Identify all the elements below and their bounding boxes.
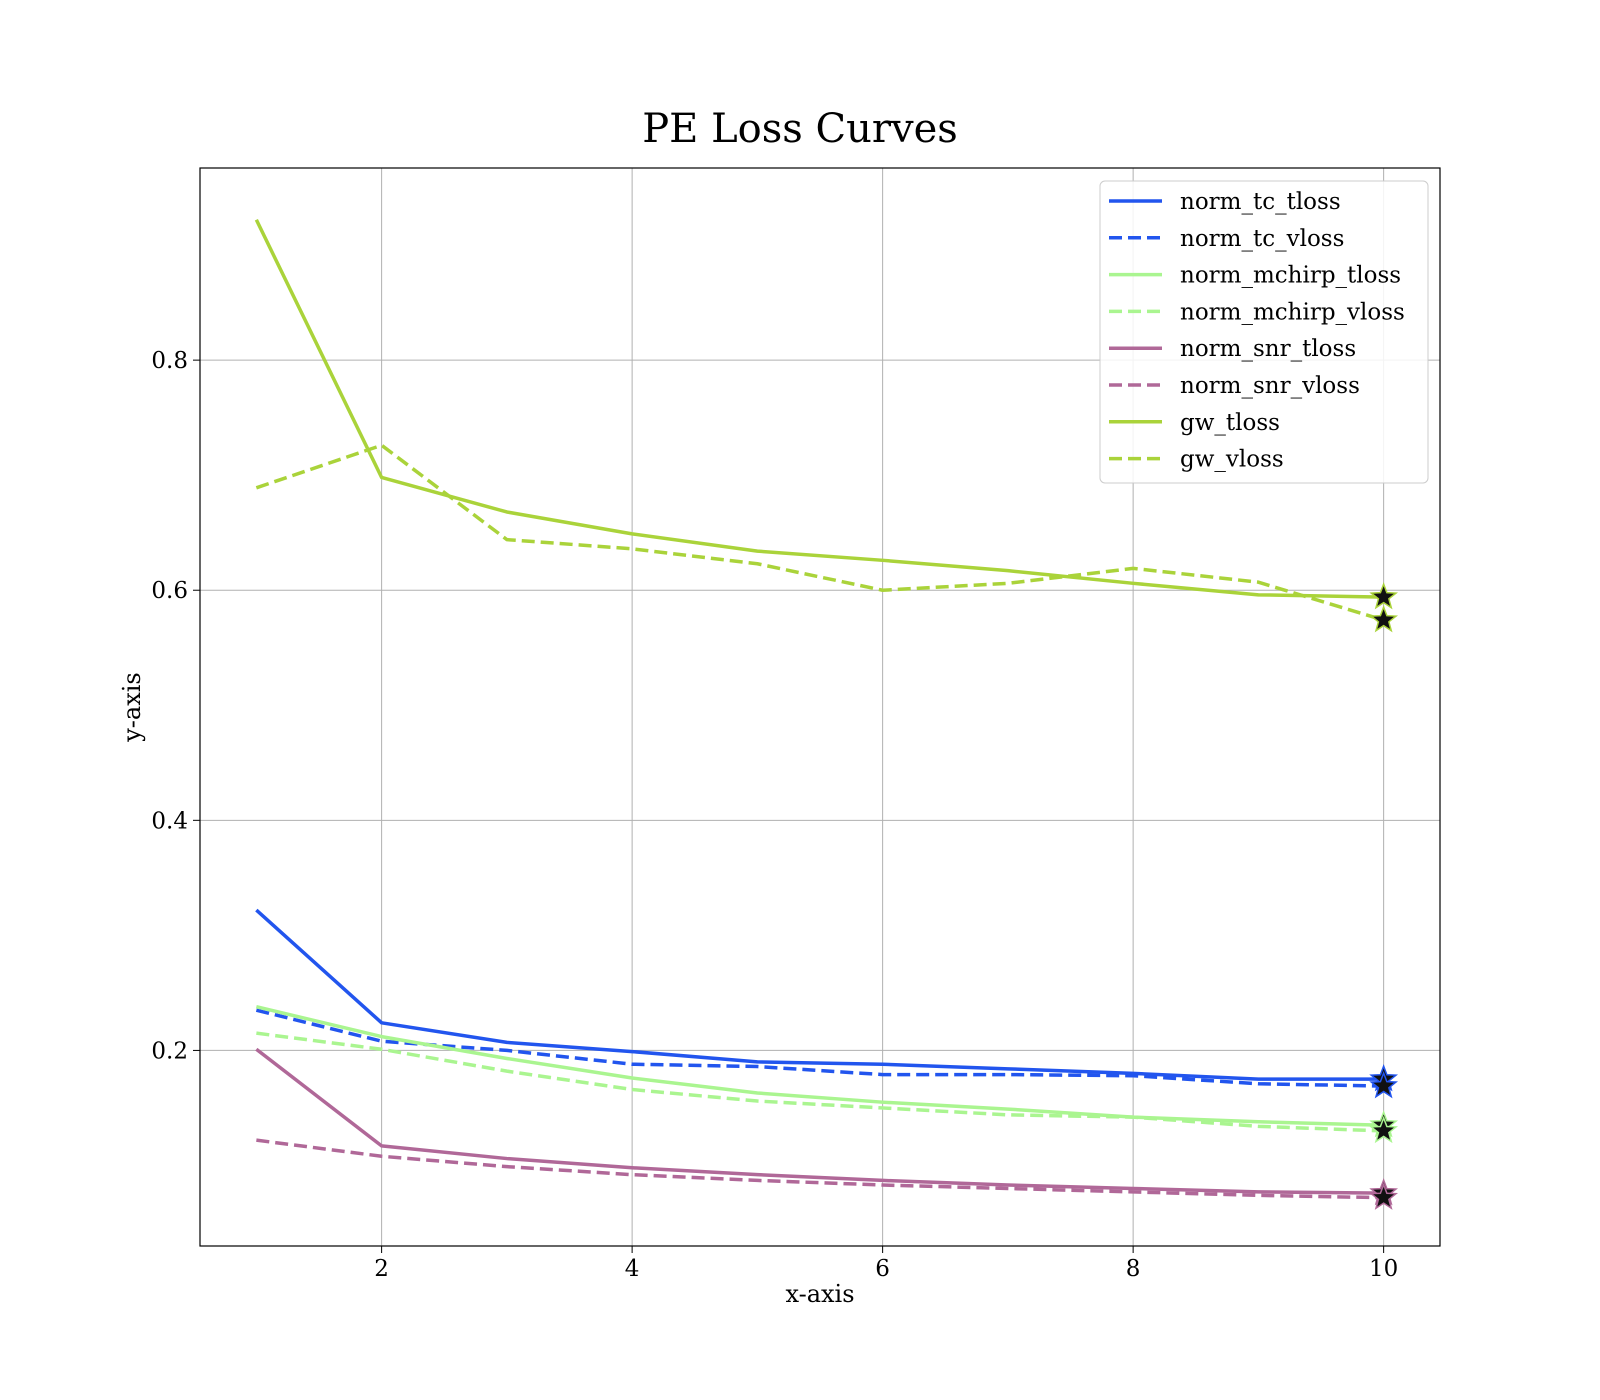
series-lines xyxy=(254,219,1385,1200)
legend-box xyxy=(1099,180,1429,484)
y-ticks: 0.2 0.4 0.6 0.8 xyxy=(151,348,200,1064)
legend-label-norm_mchirp_tloss: norm_mchirp_tloss xyxy=(1180,263,1401,289)
x-tick-label: 6 xyxy=(875,1256,890,1282)
series-line-gw_vloss xyxy=(255,443,1385,622)
x-tick-label: 10 xyxy=(1369,1256,1398,1282)
chart-title: PE Loss Curves xyxy=(642,106,958,152)
series-line-norm_mchirp_tloss xyxy=(255,1004,1384,1127)
x-tick-label: 2 xyxy=(374,1256,389,1282)
legend-label-norm_snr_vloss: norm_snr_vloss xyxy=(1180,373,1360,399)
legend-label-gw_vloss: gw_vloss xyxy=(1180,447,1284,473)
series-line-gw_tloss xyxy=(254,219,1384,599)
star-marker-norm_tc_vloss xyxy=(1369,1070,1399,1099)
legend: norm_tc_tloss norm_tc_vloss norm_mchirp_tl… xyxy=(1099,180,1429,484)
series-line-norm_snr_tloss xyxy=(255,1047,1384,1195)
series-line-norm_tc_vloss xyxy=(255,1008,1384,1088)
plot-frame xyxy=(199,167,1441,1247)
x-tick-label: 8 xyxy=(1126,1256,1141,1282)
legend-label-norm_snr_tloss: norm_snr_tloss xyxy=(1180,336,1356,362)
star-marker-norm_mchirp_vloss xyxy=(1369,1115,1399,1144)
legend-label-norm_tc_vloss: norm_tc_vloss xyxy=(1180,226,1344,252)
y-tick-label: 0.2 xyxy=(151,1038,188,1064)
star-marker-norm_snr_vloss xyxy=(1369,1182,1399,1210)
y-axis-label: y-axis xyxy=(118,672,146,743)
series-line-norm_mchirp_vloss xyxy=(256,1031,1384,1133)
legend-label-norm_mchirp_vloss: norm_mchirp_vloss xyxy=(1180,299,1405,325)
series-line-norm_tc_tloss xyxy=(255,908,1384,1081)
x-tick-label: 4 xyxy=(625,1256,640,1282)
y-tick-label: 0.8 xyxy=(151,348,188,374)
x-ticks: 2 4 6 8 10 xyxy=(374,1246,1398,1282)
series-line-norm_snr_vloss xyxy=(256,1138,1384,1200)
end-markers xyxy=(1369,582,1399,1210)
star-marker-gw_tloss xyxy=(1369,582,1399,610)
legend-label-gw_tloss: gw_tloss xyxy=(1180,410,1280,436)
x-axis-label: x-axis xyxy=(785,1280,854,1308)
legend-label-norm_tc_tloss: norm_tc_tloss xyxy=(1180,189,1341,215)
y-tick-label: 0.6 xyxy=(151,578,188,604)
star-marker-gw_vloss xyxy=(1369,605,1399,633)
y-tick-label: 0.4 xyxy=(151,808,188,834)
